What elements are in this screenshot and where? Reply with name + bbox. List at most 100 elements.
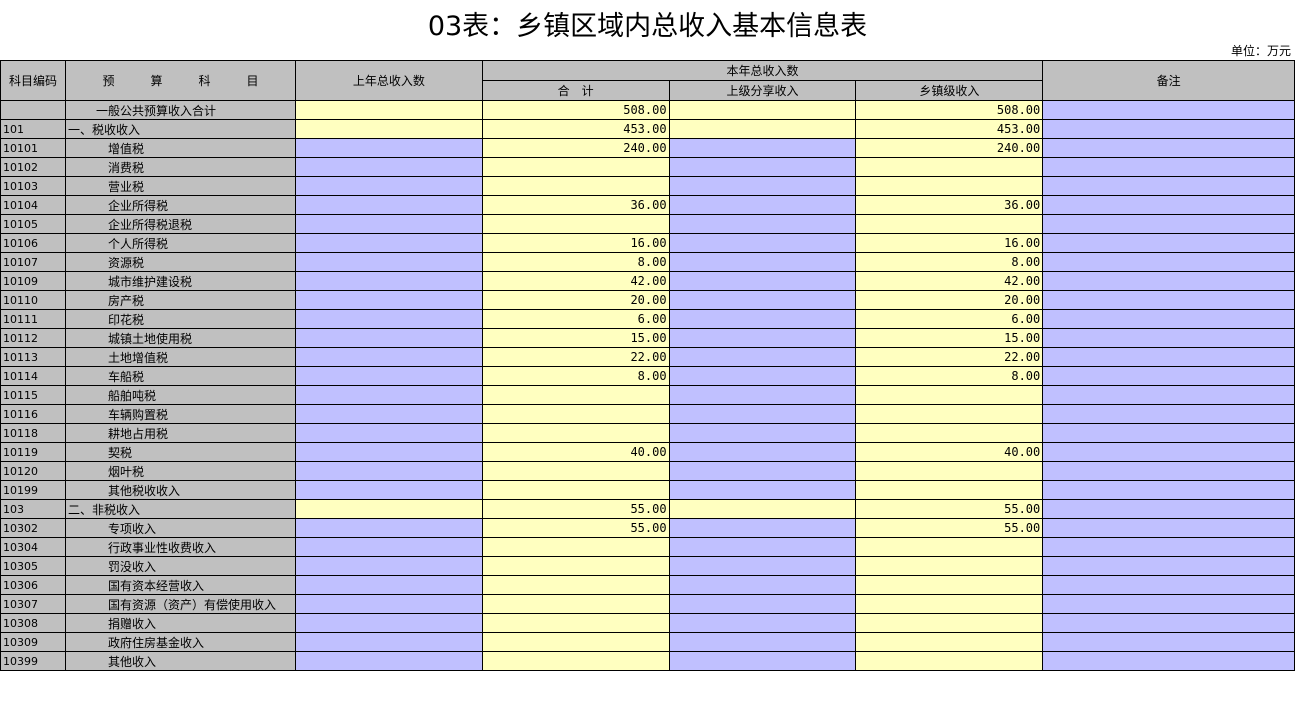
remark-cell[interactable] — [1042, 309, 1295, 329]
total-cell[interactable]: 8.00 — [481, 366, 670, 386]
total-cell[interactable] — [481, 176, 670, 196]
remark-cell[interactable] — [1042, 404, 1295, 424]
remark-cell[interactable] — [1042, 518, 1295, 538]
total-cell[interactable] — [481, 651, 670, 671]
total-cell[interactable] — [481, 423, 670, 443]
last-year-cell[interactable] — [294, 423, 483, 443]
remark-cell[interactable] — [1042, 594, 1295, 614]
upper-share-cell[interactable] — [668, 176, 857, 196]
remark-cell[interactable] — [1042, 233, 1295, 253]
remark-cell[interactable] — [1042, 537, 1295, 557]
last-year-cell[interactable] — [294, 442, 483, 462]
last-year-cell[interactable] — [294, 575, 483, 595]
total-cell[interactable]: 8.00 — [481, 252, 670, 272]
last-year-cell[interactable] — [294, 138, 483, 158]
remark-cell[interactable] — [1042, 461, 1295, 481]
upper-share-cell[interactable] — [668, 252, 857, 272]
township-cell[interactable]: 42.00 — [855, 271, 1044, 291]
last-year-cell[interactable] — [294, 347, 483, 367]
township-cell[interactable]: 22.00 — [855, 347, 1044, 367]
remark-cell[interactable] — [1042, 632, 1295, 652]
total-cell[interactable]: 16.00 — [481, 233, 670, 253]
upper-share-cell[interactable] — [668, 651, 857, 671]
township-cell[interactable] — [855, 632, 1044, 652]
upper-share-cell[interactable] — [668, 594, 857, 614]
last-year-cell[interactable] — [294, 385, 483, 405]
remark-cell[interactable] — [1042, 176, 1295, 196]
total-cell[interactable] — [481, 575, 670, 595]
remark-cell[interactable] — [1042, 100, 1295, 120]
total-cell[interactable] — [481, 157, 670, 177]
township-cell[interactable] — [855, 613, 1044, 633]
upper-share-cell[interactable] — [668, 575, 857, 595]
last-year-cell[interactable] — [294, 499, 483, 519]
township-cell[interactable] — [855, 480, 1044, 500]
township-cell[interactable]: 16.00 — [855, 233, 1044, 253]
last-year-cell[interactable] — [294, 556, 483, 576]
total-cell[interactable]: 22.00 — [481, 347, 670, 367]
remark-cell[interactable] — [1042, 290, 1295, 310]
last-year-cell[interactable] — [294, 366, 483, 386]
township-cell[interactable]: 6.00 — [855, 309, 1044, 329]
upper-share-cell[interactable] — [668, 385, 857, 405]
total-cell[interactable] — [481, 480, 670, 500]
total-cell[interactable]: 42.00 — [481, 271, 670, 291]
township-cell[interactable] — [855, 537, 1044, 557]
township-cell[interactable]: 36.00 — [855, 195, 1044, 215]
upper-share-cell[interactable] — [668, 632, 857, 652]
upper-share-cell[interactable] — [668, 518, 857, 538]
township-cell[interactable]: 15.00 — [855, 328, 1044, 348]
upper-share-cell[interactable] — [668, 195, 857, 215]
township-cell[interactable]: 55.00 — [855, 518, 1044, 538]
total-cell[interactable] — [481, 214, 670, 234]
remark-cell[interactable] — [1042, 499, 1295, 519]
remark-cell[interactable] — [1042, 214, 1295, 234]
last-year-cell[interactable] — [294, 309, 483, 329]
upper-share-cell[interactable] — [668, 214, 857, 234]
upper-share-cell[interactable] — [668, 271, 857, 291]
total-cell[interactable] — [481, 537, 670, 557]
last-year-cell[interactable] — [294, 233, 483, 253]
last-year-cell[interactable] — [294, 271, 483, 291]
last-year-cell[interactable] — [294, 461, 483, 481]
remark-cell[interactable] — [1042, 195, 1295, 215]
upper-share-cell[interactable] — [668, 404, 857, 424]
upper-share-cell[interactable] — [668, 119, 857, 139]
township-cell[interactable] — [855, 176, 1044, 196]
last-year-cell[interactable] — [294, 613, 483, 633]
upper-share-cell[interactable] — [668, 499, 857, 519]
last-year-cell[interactable] — [294, 100, 483, 120]
upper-share-cell[interactable] — [668, 423, 857, 443]
township-cell[interactable]: 20.00 — [855, 290, 1044, 310]
total-cell[interactable]: 15.00 — [481, 328, 670, 348]
last-year-cell[interactable] — [294, 119, 483, 139]
remark-cell[interactable] — [1042, 119, 1295, 139]
last-year-cell[interactable] — [294, 157, 483, 177]
remark-cell[interactable] — [1042, 556, 1295, 576]
remark-cell[interactable] — [1042, 328, 1295, 348]
township-cell[interactable]: 8.00 — [855, 252, 1044, 272]
township-cell[interactable] — [855, 423, 1044, 443]
last-year-cell[interactable] — [294, 290, 483, 310]
upper-share-cell[interactable] — [668, 290, 857, 310]
remark-cell[interactable] — [1042, 347, 1295, 367]
remark-cell[interactable] — [1042, 575, 1295, 595]
remark-cell[interactable] — [1042, 138, 1295, 158]
township-cell[interactable] — [855, 556, 1044, 576]
last-year-cell[interactable] — [294, 214, 483, 234]
upper-share-cell[interactable] — [668, 537, 857, 557]
last-year-cell[interactable] — [294, 328, 483, 348]
upper-share-cell[interactable] — [668, 138, 857, 158]
total-cell[interactable]: 36.00 — [481, 195, 670, 215]
township-cell[interactable] — [855, 594, 1044, 614]
remark-cell[interactable] — [1042, 157, 1295, 177]
upper-share-cell[interactable] — [668, 556, 857, 576]
total-cell[interactable]: 20.00 — [481, 290, 670, 310]
last-year-cell[interactable] — [294, 518, 483, 538]
township-cell[interactable]: 40.00 — [855, 442, 1044, 462]
remark-cell[interactable] — [1042, 271, 1295, 291]
total-cell[interactable] — [481, 594, 670, 614]
township-cell[interactable]: 8.00 — [855, 366, 1044, 386]
last-year-cell[interactable] — [294, 480, 483, 500]
remark-cell[interactable] — [1042, 385, 1295, 405]
